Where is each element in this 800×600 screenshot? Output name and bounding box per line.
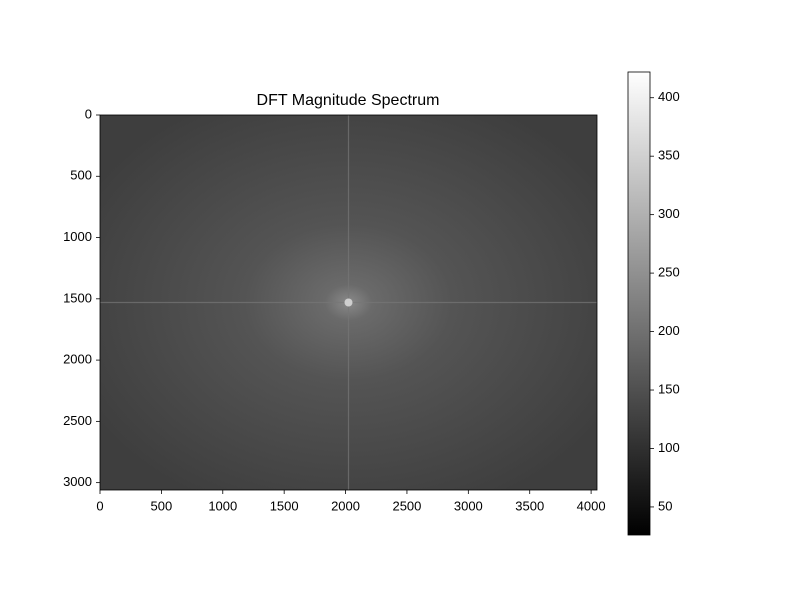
x-tick-label: 3500 (515, 498, 544, 513)
y-tick-label: 1500 (63, 290, 92, 305)
x-tick-label: 500 (151, 498, 173, 513)
x-tick-label: 1500 (270, 498, 299, 513)
x-tick-label: 4000 (577, 498, 606, 513)
y-tick-label: 3000 (63, 474, 92, 489)
y-tick-label: 2000 (63, 352, 92, 367)
x-tick-label: 2000 (331, 498, 360, 513)
x-tick-label: 0 (96, 498, 103, 513)
y-tick-label: 0 (85, 106, 92, 121)
x-tick-label: 3000 (454, 498, 483, 513)
colorbar-tick-label: 200 (658, 323, 680, 338)
axes-frame (99, 114, 598, 491)
x-tick-label: 1000 (208, 498, 237, 513)
x-tick-label: 2500 (392, 498, 421, 513)
chart-title: DFT Magnitude Spectrum (257, 92, 440, 109)
colorbar (627, 71, 651, 536)
colorbar-tick-label: 400 (658, 89, 680, 104)
colorbar-tick-label: 300 (658, 206, 680, 221)
spectrum-image (100, 115, 597, 490)
y-tick-label: 500 (70, 168, 92, 183)
y-tick-label: 1000 (63, 229, 92, 244)
colorbar-tick-label: 150 (658, 381, 680, 396)
colorbar-tick-label: 50 (658, 498, 672, 513)
colorbar-tick-label: 100 (658, 440, 680, 455)
colorbar-tick-label: 350 (658, 148, 680, 163)
y-tick-label: 2500 (63, 413, 92, 428)
colorbar-tick-label: 250 (658, 265, 680, 280)
